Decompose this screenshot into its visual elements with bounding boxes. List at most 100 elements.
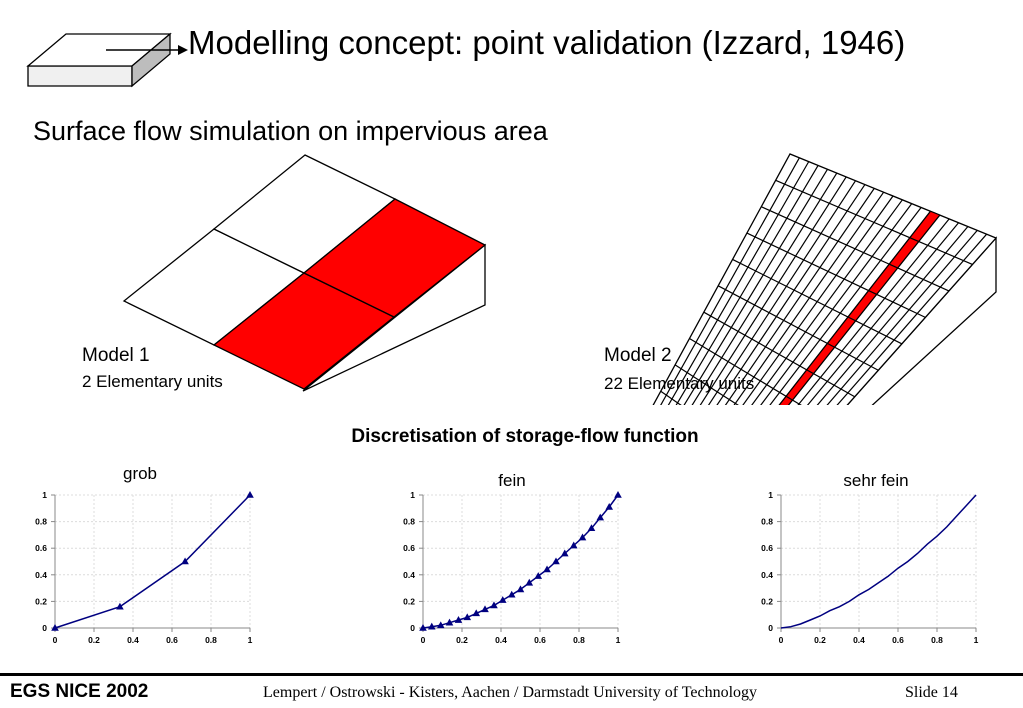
model-2-grid-line bbox=[732, 258, 903, 345]
model-1-unit-lower-right bbox=[302, 198, 487, 318]
y-tick-label: 0.6 bbox=[35, 543, 47, 553]
model-2-grid-line bbox=[691, 172, 838, 405]
data-point bbox=[552, 557, 560, 565]
model-2-grid-line bbox=[717, 285, 879, 371]
x-tick-label: 0.8 bbox=[205, 635, 217, 645]
y-tick-label: 0.8 bbox=[403, 517, 415, 527]
model-2-top-face bbox=[652, 153, 998, 405]
slide-title: Modelling concept: point validation (Izz… bbox=[188, 24, 906, 61]
x-tick-label: 0.2 bbox=[88, 635, 100, 645]
model-2-grid-line bbox=[751, 199, 903, 405]
model-2-grid-line bbox=[806, 222, 960, 405]
chart-1-title: grob bbox=[122, 464, 158, 483]
series-line bbox=[780, 494, 977, 629]
model-2-grid-line bbox=[797, 218, 950, 405]
data-point bbox=[490, 601, 498, 609]
y-tick-label: 0.6 bbox=[403, 543, 415, 553]
model-2-grid-line bbox=[699, 176, 847, 405]
data-point bbox=[578, 533, 587, 541]
slab-arrow-icon bbox=[26, 32, 188, 88]
x-tick-label: 0.2 bbox=[456, 635, 468, 645]
model-2-grid-line bbox=[775, 179, 973, 266]
data-point bbox=[419, 624, 427, 631]
series-line bbox=[54, 494, 251, 629]
section-heading: Discretisation of storage-flow function bbox=[351, 426, 699, 447]
model-2-grid-line bbox=[836, 233, 988, 405]
y-tick-label: 0.2 bbox=[403, 596, 415, 606]
y-tick-label: 0.4 bbox=[403, 570, 415, 580]
data-point bbox=[472, 609, 481, 617]
x-tick-label: 0 bbox=[53, 635, 58, 645]
model-2-grid-line bbox=[707, 180, 857, 405]
data-point bbox=[246, 491, 254, 498]
model-2-grid-line bbox=[746, 232, 926, 318]
data-point bbox=[436, 621, 445, 629]
slide-number: Slide 14 bbox=[905, 684, 958, 701]
model-2-grid-line bbox=[826, 229, 978, 405]
y-tick-label: 0.4 bbox=[761, 570, 773, 580]
data-point bbox=[116, 602, 124, 610]
model-1-name: Model 1 bbox=[82, 345, 150, 366]
x-tick-label: 0.8 bbox=[931, 635, 943, 645]
model-2-grid-line bbox=[769, 207, 922, 405]
data-point bbox=[560, 549, 569, 557]
model-2-grid-line bbox=[683, 168, 828, 405]
data-point bbox=[534, 572, 543, 579]
model-2-grid-line bbox=[742, 195, 894, 405]
model-2-grid-line bbox=[667, 161, 810, 405]
chart-3-title: sehr fein bbox=[843, 471, 909, 490]
x-tick-label: 0 bbox=[779, 635, 784, 645]
model-2-grid-line bbox=[733, 191, 885, 405]
data-point bbox=[51, 624, 59, 631]
data-point bbox=[507, 590, 516, 598]
footer-rule bbox=[0, 673, 1023, 676]
y-tick-label: 0 bbox=[768, 623, 773, 633]
model-1-units: 2 Elementary units bbox=[82, 372, 223, 391]
x-tick-label: 1 bbox=[616, 635, 621, 645]
x-tick-label: 0.2 bbox=[814, 635, 826, 645]
x-tick-label: 0.6 bbox=[892, 635, 904, 645]
data-point bbox=[569, 541, 578, 549]
data-point bbox=[498, 596, 507, 603]
y-tick-label: 0.8 bbox=[35, 517, 47, 527]
data-point bbox=[596, 513, 605, 521]
data-point bbox=[525, 578, 534, 586]
x-tick-label: 0.8 bbox=[573, 635, 585, 645]
data-point bbox=[587, 524, 596, 532]
data-point bbox=[543, 565, 551, 573]
y-tick-label: 0.2 bbox=[761, 596, 773, 606]
model-2-grid-line bbox=[778, 210, 931, 405]
data-point bbox=[605, 502, 614, 510]
y-tick-label: 0 bbox=[42, 623, 47, 633]
model-2-diagram bbox=[652, 153, 998, 405]
y-tick-label: 0.8 bbox=[761, 517, 773, 527]
slide-subtitle: Surface flow simulation on impervious ar… bbox=[33, 116, 548, 146]
model-2-grid-line bbox=[787, 214, 941, 405]
y-tick-label: 0.4 bbox=[35, 570, 47, 580]
model-2-grid-line bbox=[760, 203, 913, 405]
y-tick-label: 0.2 bbox=[35, 596, 47, 606]
model-2-grid-line bbox=[689, 338, 802, 405]
data-point bbox=[481, 605, 489, 613]
y-tick-label: 1 bbox=[768, 490, 773, 500]
data-point bbox=[463, 613, 472, 621]
x-tick-label: 0.4 bbox=[495, 635, 507, 645]
data-point bbox=[516, 585, 525, 593]
y-tick-label: 0 bbox=[410, 623, 415, 633]
y-tick-label: 1 bbox=[42, 490, 47, 500]
chart-fein: 0 0.2 0.4 0.6 0.8 1 0 0.2 0.4 0.6 0.8 1 bbox=[403, 490, 622, 645]
model-2-grid-line bbox=[724, 188, 875, 405]
model-2-grid-line bbox=[816, 226, 969, 405]
conference-label: EGS NICE 2002 bbox=[10, 681, 149, 702]
x-tick-label: 0 bbox=[421, 635, 426, 645]
model-2-grid-line bbox=[674, 364, 739, 405]
chart-grob: 0 0.2 0.4 0.6 0.8 1 0 0.2 0.4 0.6 0.8 1 bbox=[35, 490, 254, 645]
chart-sehr-fein: 0 0.2 0.4 0.6 0.8 1 0 0.2 0.4 0.6 0.8 1 bbox=[761, 490, 978, 645]
model-2-grid-line bbox=[761, 206, 950, 292]
x-tick-label: 0.6 bbox=[166, 635, 178, 645]
x-tick-label: 0.4 bbox=[127, 635, 139, 645]
y-tick-label: 0.6 bbox=[761, 543, 773, 553]
x-tick-label: 1 bbox=[248, 635, 253, 645]
data-point bbox=[181, 557, 189, 565]
model-2-grid-line bbox=[675, 165, 819, 405]
